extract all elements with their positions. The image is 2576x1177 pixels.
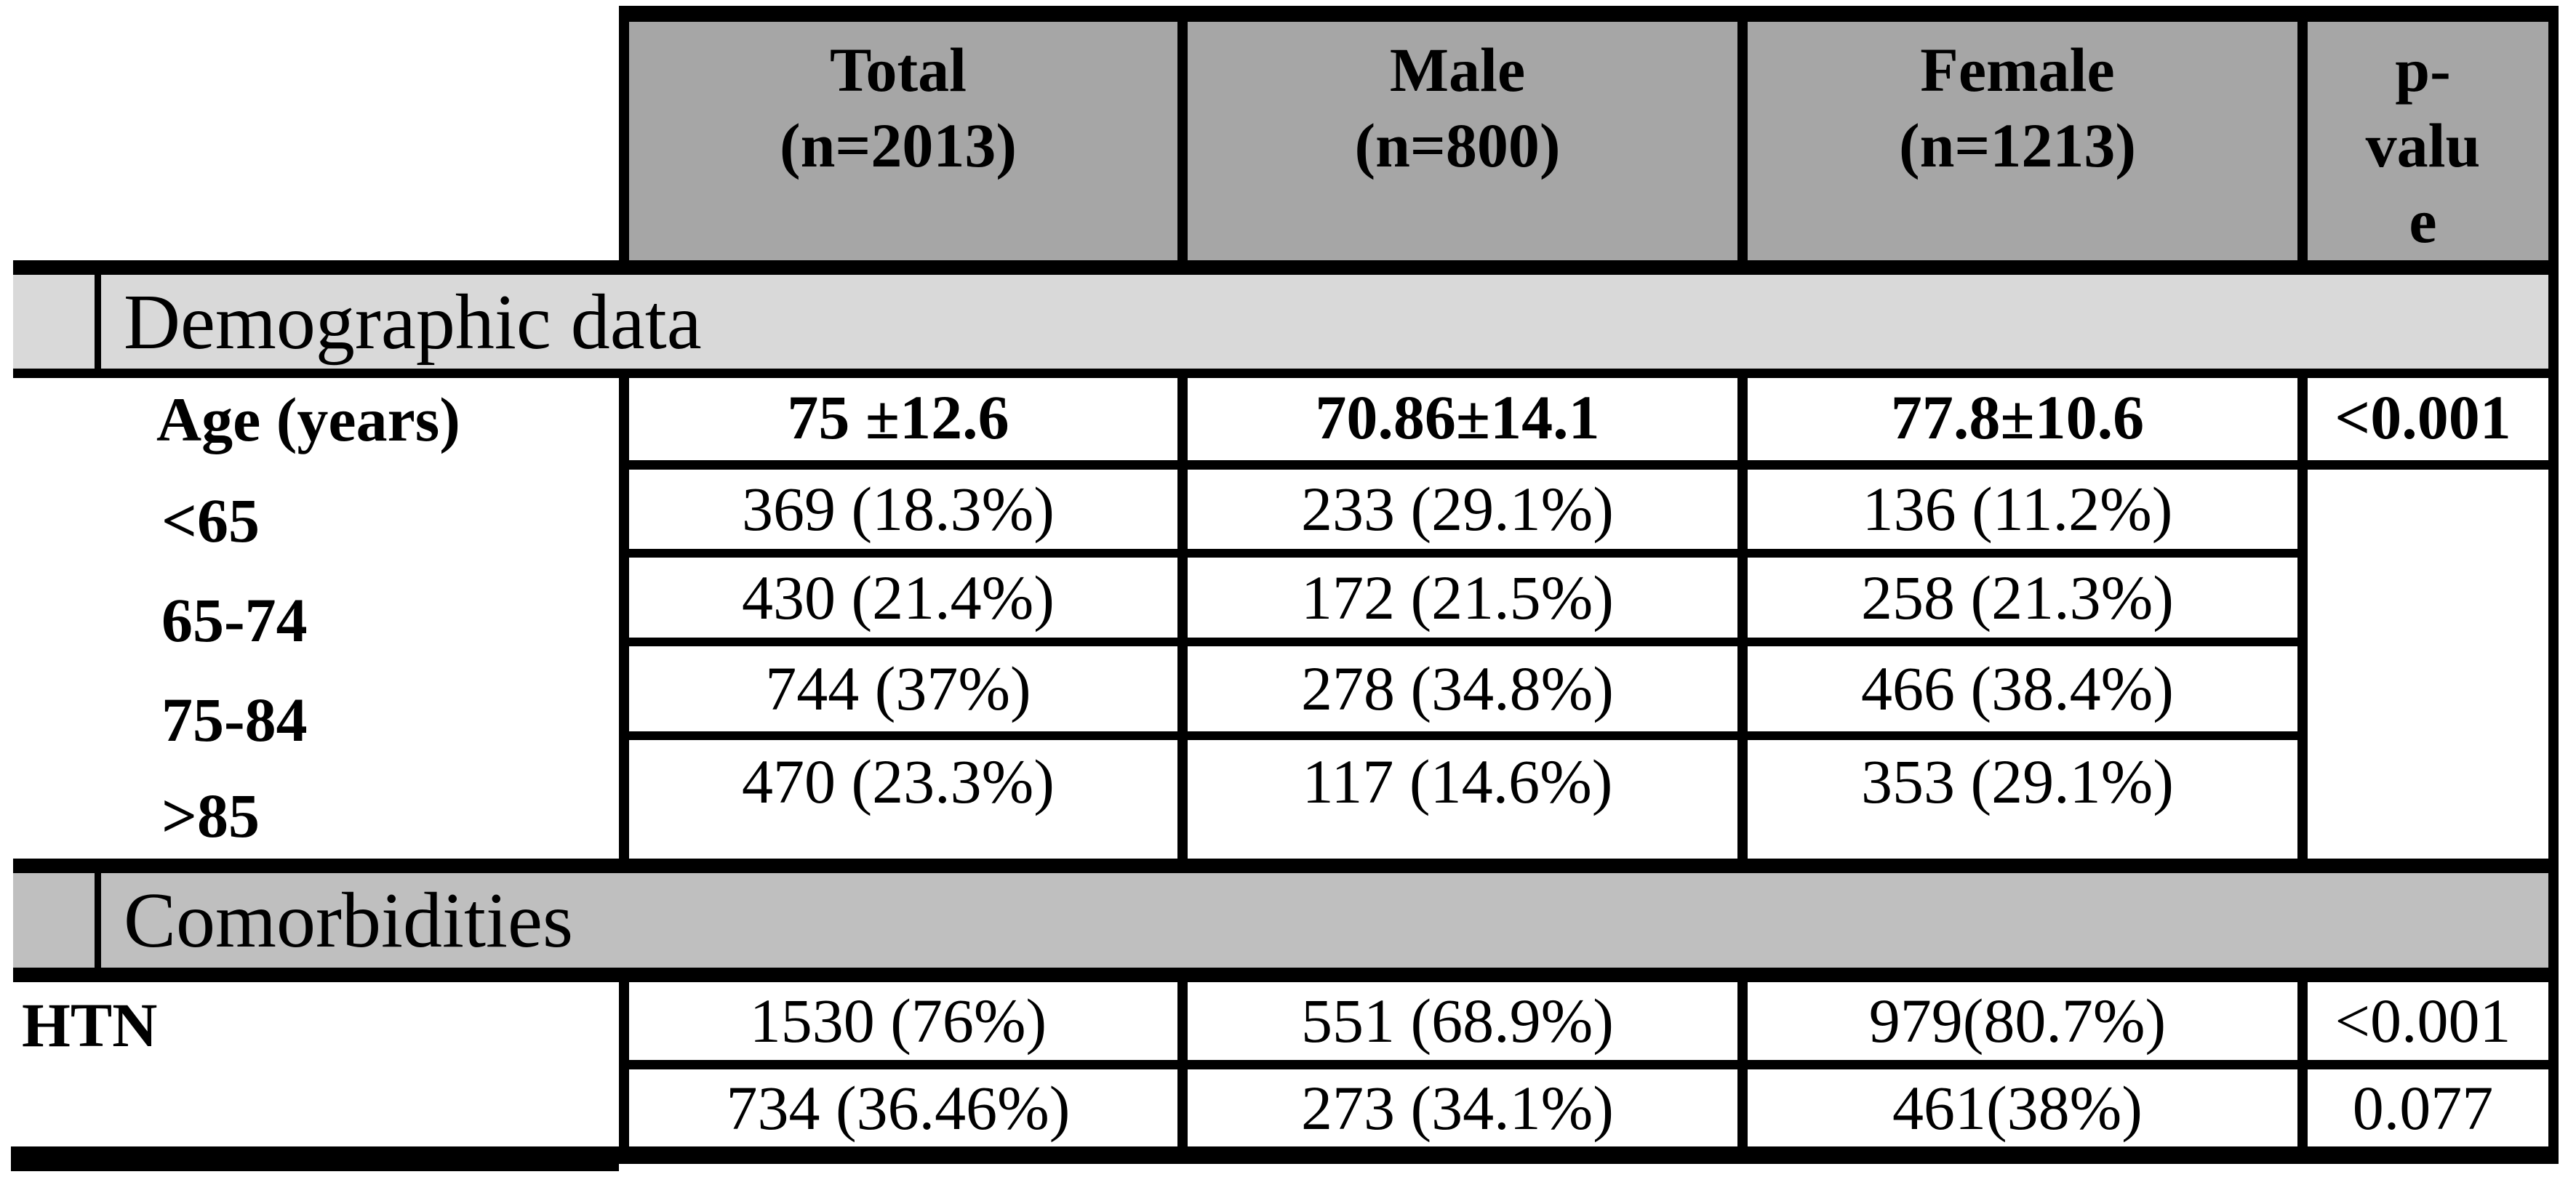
cell-htn-female: 979(80.7%) (1868, 986, 2167, 1056)
band-divider-comorbidities (95, 873, 101, 968)
row-label-htn: HTN (22, 990, 158, 1060)
cell-gt85-male: 117 (14.6%) (1302, 747, 1613, 816)
cell-age-mean-pvalue: <0.001 (2335, 382, 2511, 452)
cell-lt65-female: 136 (11.2%) (1862, 474, 2173, 544)
row-label-age: Age (years) (156, 385, 460, 454)
separator-below-comorbidities (13, 968, 2559, 982)
col-border-total-header (619, 6, 629, 275)
row-label-gt85: >85 (161, 781, 260, 851)
col-border-total-body (619, 378, 629, 859)
header-row-background (619, 6, 2548, 260)
cell-htn-total: 1530 (76%) (749, 986, 1047, 1056)
cell-age-mean-total: 75 ±12.6 (787, 382, 1009, 452)
col-border-female-comorbidities (1737, 982, 1748, 1164)
cell-gt85-female: 353 (29.1%) (1861, 747, 2174, 816)
cell-75-84-total: 744 (37%) (765, 654, 1031, 723)
col-border-male-body (1177, 378, 1188, 859)
row-label-65-74: 65-74 (161, 585, 308, 655)
col-border-pvalue-header (2297, 6, 2308, 275)
cell-age-mean-female: 77.8±10.6 (1890, 382, 2145, 452)
col-header-female: Female (n=1213) (1898, 35, 2137, 180)
cell-comorbidity2-male: 273 (34.1%) (1301, 1073, 1614, 1143)
row-line-below-lt65 (619, 549, 2297, 558)
row-line-below-htn (619, 1060, 2559, 1069)
row-line-below-75-84 (619, 731, 2297, 740)
cell-75-84-female: 466 (38.4%) (1861, 654, 2174, 723)
section-band-comorbidities (13, 873, 2548, 968)
border-right (2548, 6, 2559, 1164)
col-border-pvalue-comorbidities (2297, 982, 2308, 1164)
separator-above-demographic (13, 260, 2559, 275)
cell-65-74-male: 172 (21.5%) (1301, 563, 1614, 632)
cell-lt65-male: 233 (29.1%) (1301, 474, 1614, 544)
section-title-comorbidities: Comorbidities (124, 877, 573, 964)
cell-comorbidity2-total: 734 (36.46%) (726, 1073, 1071, 1143)
cell-htn-male: 551 (68.9%) (1301, 986, 1614, 1056)
cell-comorbidity2-female: 461(38%) (1892, 1073, 2143, 1143)
row-label-75-84: 75-84 (161, 685, 308, 755)
col-border-male-header (1177, 6, 1188, 275)
border-top (619, 6, 2559, 22)
col-header-total: Total (n=2013) (779, 35, 1017, 180)
cell-age-mean-male: 70.86±14.1 (1315, 382, 1600, 452)
col-border-total-comorbidities (619, 982, 629, 1164)
cell-htn-pvalue: <0.001 (2335, 986, 2511, 1056)
col-header-pvalue: p- valu e (2365, 35, 2481, 256)
col-border-female-body (1737, 378, 1748, 859)
cell-lt65-total: 369 (18.3%) (742, 474, 1055, 544)
band-divider-demographic (95, 275, 101, 369)
cell-gt85-total: 470 (23.3%) (742, 747, 1055, 816)
cell-comorbidity2-pvalue: 0.077 (2352, 1073, 2494, 1143)
col-border-female-header (1737, 6, 1748, 275)
col-header-male: Male (n=800) (1354, 35, 1561, 180)
border-bottom (619, 1146, 2559, 1164)
row-line-below-age-mean (619, 460, 2559, 470)
col-border-male-comorbidities (1177, 982, 1188, 1164)
border-bottom-left (11, 1146, 619, 1171)
separator-above-comorbidities (13, 859, 2559, 873)
section-band-demographic (13, 275, 2548, 369)
cell-75-84-male: 278 (34.8%) (1301, 654, 1614, 723)
separator-below-demographic (13, 369, 2559, 378)
cell-65-74-female: 258 (21.3%) (1861, 563, 2174, 632)
row-line-below-65-74 (619, 638, 2297, 646)
col-border-pvalue-body (2297, 378, 2308, 859)
section-title-demographic: Demographic data (124, 279, 702, 366)
row-label-lt65: <65 (161, 486, 260, 555)
cell-65-74-total: 430 (21.4%) (742, 563, 1055, 632)
